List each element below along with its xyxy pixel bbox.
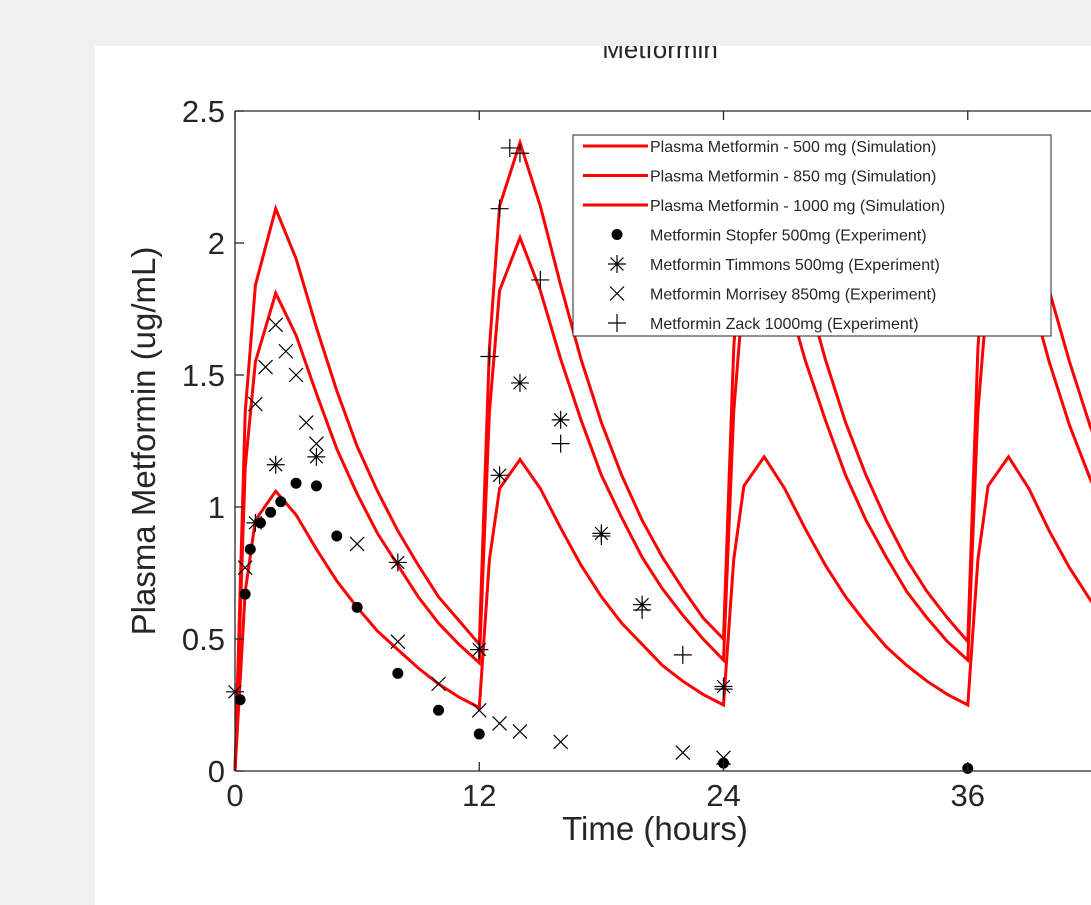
data-point-x: [258, 359, 273, 375]
legend-label: Plasma Metformin - 850 mg (Simulation): [650, 169, 936, 186]
data-point-plus: [551, 434, 570, 453]
legend-label: Metformin Morrisey 850mg (Experiment): [650, 287, 936, 304]
legend-entry: Metformin Timmons 500mg (Experiment): [608, 255, 940, 274]
legend-entry: Plasma Metformin - 850 mg (Simulation): [583, 169, 936, 186]
legend-swatch-plus: [608, 314, 626, 332]
chart-title: Metformin: [602, 46, 718, 64]
data-point-x: [553, 734, 569, 750]
y-tick-label: 2: [208, 226, 225, 261]
series-layer: [226, 135, 1091, 774]
data-point-plus: [480, 347, 499, 366]
data-point-dot: [310, 480, 322, 492]
data-point-x: [247, 396, 263, 412]
data-point-dot: [234, 694, 246, 706]
axes: [234, 110, 1091, 772]
data-point-dot: [351, 601, 363, 613]
data-point-plus: [714, 680, 733, 699]
data-point-x: [349, 536, 365, 552]
chart: 01224364800.511.522.5 Metformin Time (ho…: [125, 46, 1091, 847]
legend-swatch-x: [609, 286, 625, 301]
x-tick-label: 36: [951, 778, 985, 813]
data-point-plus: [500, 138, 519, 157]
data-point-dot: [239, 588, 251, 600]
y-tick-label: 1.5: [182, 358, 225, 393]
x-axis-label: Time (hours): [562, 810, 748, 847]
data-point-plus: [673, 645, 692, 664]
data-point-x: [492, 716, 508, 731]
data-point-asterisk: [510, 373, 529, 392]
data-point-x: [716, 750, 731, 766]
x-tick-label: 0: [226, 778, 243, 813]
experiment-series-x: [237, 317, 731, 766]
data-point-x: [298, 415, 314, 430]
data-point-plus: [592, 527, 611, 546]
data-point-plus: [510, 144, 529, 163]
data-point-x: [268, 317, 284, 333]
data-point-x: [390, 634, 406, 650]
data-point-dot: [473, 728, 485, 740]
data-point-x: [288, 367, 304, 383]
legend-label: Plasma Metformin - 1000 mg (Simulation): [650, 198, 945, 215]
legend: Plasma Metformin - 500 mg (Simulation) Pl…: [572, 134, 1052, 337]
data-point-asterisk: [388, 553, 407, 572]
data-point-plus: [531, 270, 550, 289]
y-tick-label: 2.5: [182, 94, 225, 129]
data-point-dot: [392, 667, 404, 679]
legend-label: Plasma Metformin - 500 mg (Simulation): [650, 139, 936, 156]
y-axis-label: Plasma Metformin (ug/mL): [125, 247, 162, 636]
legend-entry: Metformin Morrisey 850mg (Experiment): [609, 286, 936, 304]
experiment-series-plus: [470, 138, 733, 699]
data-point-plus: [490, 199, 509, 218]
data-point-asterisk: [246, 513, 265, 532]
data-point-dot: [290, 477, 302, 489]
data-point-dot: [275, 496, 287, 508]
data-point-dot: [433, 704, 445, 716]
simulation-line-1: [233, 454, 1091, 772]
data-point-x: [471, 702, 487, 718]
legend-swatch-dot: [611, 229, 623, 240]
data-point-x: [237, 560, 253, 576]
data-point-asterisk: [551, 410, 570, 429]
legend-box: [572, 134, 1052, 337]
data-point-x: [512, 723, 528, 739]
data-point-plus: [633, 600, 652, 619]
data-point-asterisk: [490, 466, 509, 485]
legend-entry: Plasma Metformin - 1000 mg (Simulation): [583, 198, 945, 215]
data-point-dot: [331, 530, 343, 542]
legend-entry: Metformin Zack 1000mg (Experiment): [608, 314, 919, 333]
legend-label: Metformin Stopfer 500mg (Experiment): [650, 228, 927, 245]
data-point-asterisk: [266, 455, 285, 474]
y-tick-label: 1: [208, 490, 225, 525]
figure-panel: 01224364800.511.522.5 Metformin Time (ho…: [95, 46, 1091, 905]
y-tick-label: 0: [208, 754, 225, 789]
legend-swatch-asterisk: [608, 255, 626, 273]
data-point-x: [278, 343, 294, 359]
x-tick-label: 12: [462, 778, 496, 813]
x-tick-label: 24: [706, 778, 740, 813]
y-tick-label: 0.5: [182, 622, 225, 657]
data-point-dot: [244, 543, 256, 555]
data-point-asterisk: [307, 447, 326, 466]
legend-label: Metformin Timmons 500mg (Experiment): [650, 257, 940, 274]
data-point-dot: [265, 506, 277, 518]
legend-entry: Plasma Metformin - 500 mg (Simulation): [583, 139, 936, 156]
ticks-layer: 01224364800.511.522.5: [182, 94, 985, 813]
data-point-plus: [470, 640, 489, 659]
legend-label: Metformin Zack 1000mg (Experiment): [650, 316, 919, 333]
data-point-x: [308, 436, 324, 452]
data-point-x: [431, 676, 446, 692]
legend-entry: Metformin Stopfer 500mg (Experiment): [611, 228, 927, 245]
data-point-x: [675, 745, 691, 760]
